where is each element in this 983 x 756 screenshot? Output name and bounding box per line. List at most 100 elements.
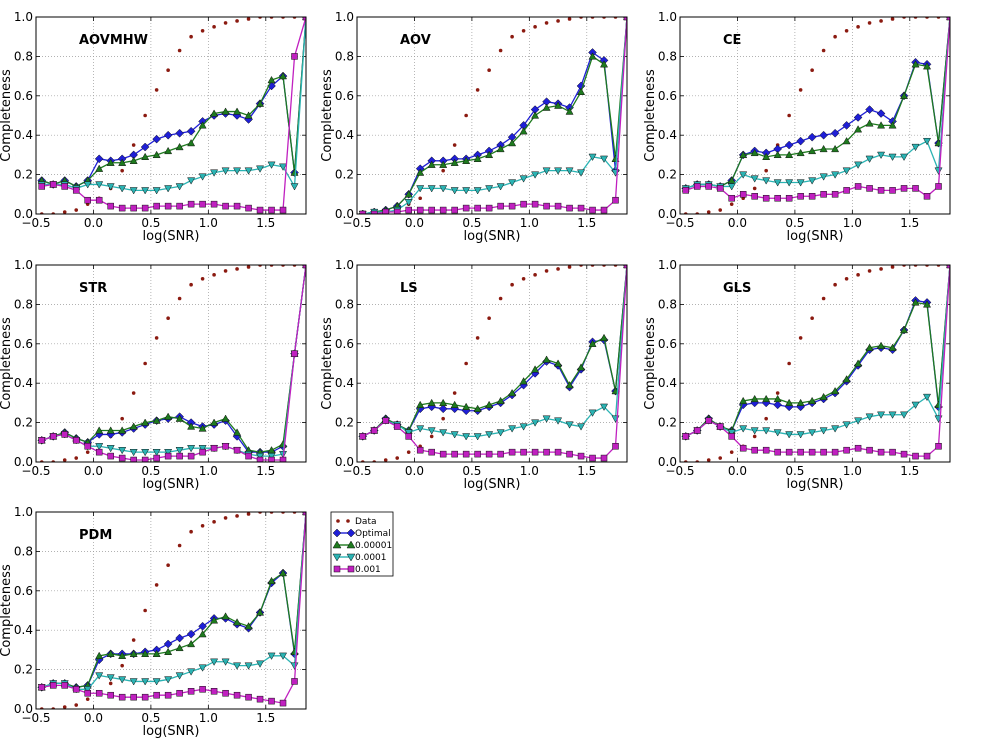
panel-title: AOVMHW [79,33,148,48]
data-point-p001 [693,427,701,434]
legend-label-optimal: Optimal [355,529,391,539]
data-point-optimal [140,142,150,152]
data-point-p0001 [404,429,413,437]
data-point-p001 [785,194,793,202]
legend-marker-optimal [346,528,356,538]
series-group [358,17,627,214]
data-point-p00001 [187,422,196,430]
data-point-p0001 [256,660,265,668]
data-point-p0001 [221,167,230,175]
plot-frame [35,16,307,215]
data-point-p0001 [141,678,150,686]
data-point-p001 [72,437,80,444]
data-point-p001 [485,450,493,458]
data-point-p0001 [267,652,276,660]
data-point-p001 [774,194,781,202]
data-point-data [567,17,572,21]
legend-entry-p001: 0.001 [333,565,381,575]
data-point-p001 [623,265,627,269]
data-point-p001 [682,187,689,194]
data-point-p001 [268,456,275,462]
data-point-p00001 [888,343,897,351]
data-point-p00001 [854,125,863,133]
data-point-p001 [612,196,619,204]
data-point-p00001 [152,416,161,424]
data-point-p001 [877,187,885,194]
data-point-p001 [739,444,747,452]
series-group [37,512,306,709]
data-point-data [108,681,113,686]
data-point-p001 [462,450,470,458]
data-point-p001 [566,204,573,212]
data-point-p00001 [221,414,230,422]
data-point-p001 [199,448,206,456]
data-point-data [856,25,860,29]
data-point-p001 [912,452,919,460]
data-point-data [189,34,193,39]
data-point-data [867,21,872,25]
data-point-p001 [61,183,68,190]
x-tick-label: −0.5 [665,464,694,478]
legend-marker-p001 [347,565,355,573]
data-point-p0001 [164,185,173,193]
data-point-p001 [72,187,80,194]
data-point-p00001 [554,101,563,109]
data-point-p001 [302,512,306,516]
data-point-p0001 [577,423,586,431]
legend-entry-data: Data [336,517,377,527]
data-point-p00001 [796,398,805,407]
data-point-p0001 [141,187,150,195]
data-point-data [74,703,79,707]
data-point-p0001 [911,143,920,152]
x-tick-label: −0.5 [21,464,50,478]
data-point-p00001 [233,107,242,115]
x-tick-label: 1.5 [900,464,919,478]
data-point-data [867,269,872,273]
x-tick-label: 0.5 [462,464,481,478]
panel-title: CE [723,33,741,48]
data-point-p0001 [599,403,609,411]
data-point-p001 [245,693,252,701]
data-point-p0001 [141,449,150,457]
data-point-p001 [946,265,950,269]
data-point-p0001 [175,183,184,191]
data-point-p001 [785,448,793,456]
y-tick-label: 0.2 [658,168,677,182]
data-point-p001 [153,691,160,699]
data-point-p00001 [565,381,574,389]
data-point-p00001 [187,138,196,147]
y-tick-label: 1.0 [658,10,677,24]
data-point-p001 [762,194,770,202]
data-point-p00001 [141,152,150,160]
data-point-p001 [612,442,619,450]
data-point-p001 [393,208,401,214]
y-tick-label: 0.6 [335,337,354,351]
chart-panel-gls: −0.5 0.0 0.5 1.0 1.50.00.20.40.60.81.0GLSlog… [643,258,951,492]
y-tick-label: 0.8 [335,297,354,311]
data-point-p00001 [796,148,805,157]
y-tick-label: 0.0 [335,207,354,221]
data-point-data [533,273,537,277]
data-point-p0001 [129,187,138,195]
data-point-p0001 [187,445,196,453]
data-point-p001 [889,448,896,456]
data-point-data [833,282,837,287]
data-point-p0001 [750,427,759,435]
data-point-data [544,21,549,25]
data-point-p001 [130,693,137,701]
y-tick-label: 0.6 [335,89,354,103]
data-point-p0001 [577,169,586,177]
data-point-p00001 [175,643,184,652]
data-point-optimal [830,128,840,138]
data-point-p001 [61,682,68,689]
data-point-p0001 [462,433,471,441]
data-point-p001 [589,454,596,462]
data-point-p0001 [554,417,563,425]
data-point-p00001 [210,418,219,426]
data-point-p001 [739,191,747,198]
data-point-p001 [233,202,241,210]
data-point-p00001 [256,99,265,107]
legend-label-data: Data [355,517,377,527]
data-point-p001 [705,183,712,190]
data-point-p0001 [462,187,471,195]
